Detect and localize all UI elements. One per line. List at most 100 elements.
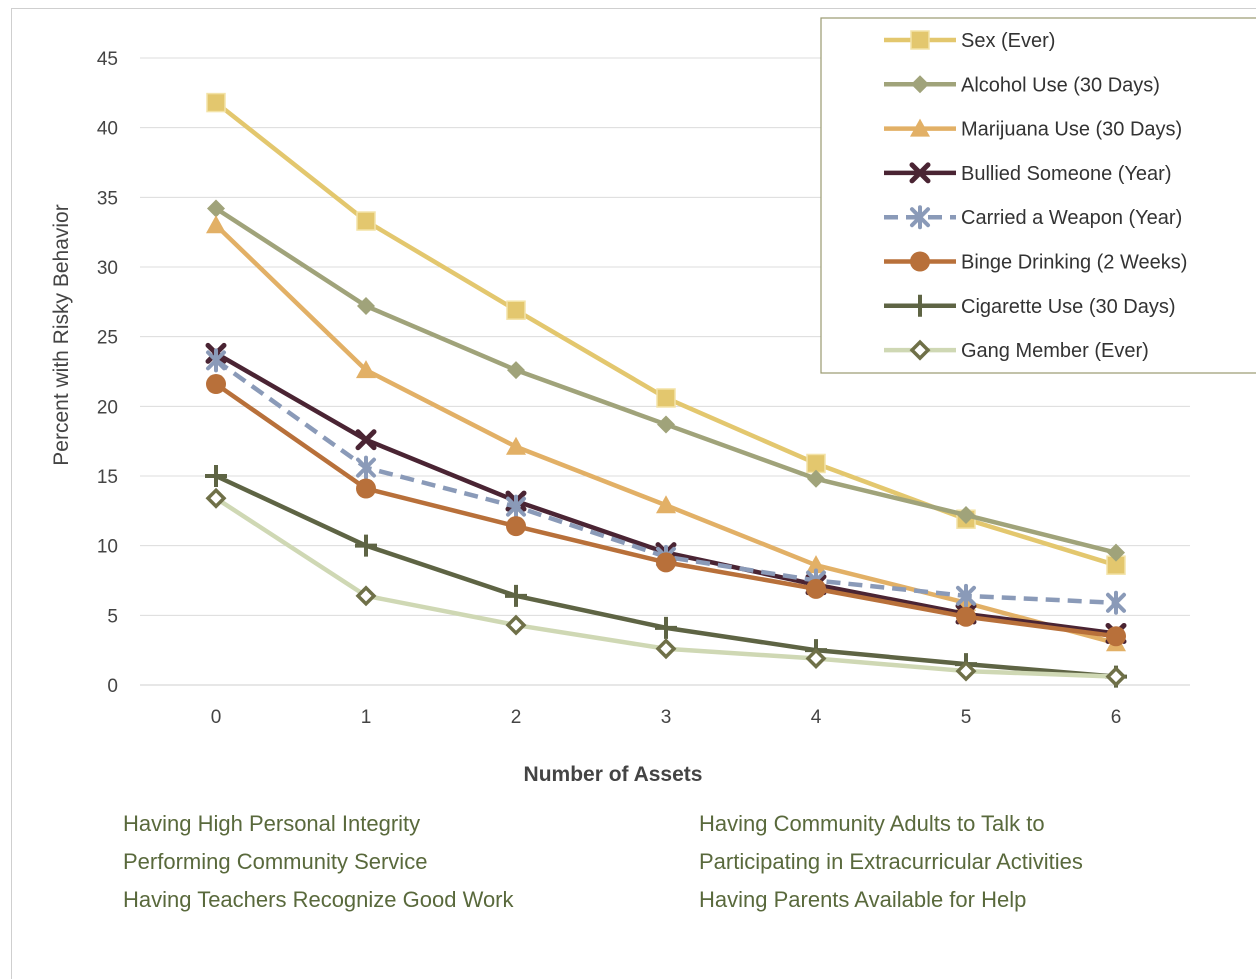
data-point	[656, 495, 676, 514]
legend-item: Cigarette Use (30 Days)	[884, 294, 1176, 318]
data-point	[909, 162, 931, 184]
data-point	[910, 30, 930, 50]
data-point	[806, 453, 826, 474]
y-tick-label: 0	[107, 676, 118, 697]
legend-item: Carried a Weapon (Year)	[884, 205, 1182, 230]
data-point	[206, 374, 226, 395]
y-axis-label: Percent with Risky Behavior	[50, 204, 73, 465]
data-point	[957, 506, 975, 525]
data-point	[206, 348, 226, 373]
series-alcohol-use-30-days	[207, 199, 1125, 562]
x-tick-label: 6	[1111, 707, 1122, 728]
legend: Sex (Ever) Alcohol Use (30 Days) Marijuana…	[820, 17, 1256, 374]
y-tick-label: 15	[97, 467, 118, 488]
data-point	[206, 92, 226, 113]
data-point	[910, 251, 930, 272]
data-point	[655, 638, 677, 660]
x-tick-label: 1	[361, 707, 372, 728]
data-point	[655, 616, 677, 639]
legend-label: Binge Drinking (2 Weeks)	[961, 252, 1187, 274]
x-tick-label: 3	[661, 707, 672, 728]
data-point	[956, 583, 976, 608]
data-point	[1106, 590, 1126, 615]
legend-label: Cigarette Use (30 Days)	[961, 296, 1176, 318]
y-tick-label: 30	[97, 258, 118, 279]
y-tick-label: 40	[97, 119, 118, 140]
y-tick-label: 10	[97, 537, 118, 558]
y-tick-label: 35	[97, 188, 118, 209]
series-gang-member-ever	[205, 487, 1127, 688]
data-point	[356, 360, 376, 379]
data-point	[910, 118, 930, 137]
data-point	[505, 614, 527, 636]
data-point	[956, 606, 976, 627]
assets-list-left: Having High Personal Integrity Performin…	[123, 805, 514, 919]
data-point	[805, 648, 827, 670]
data-point	[909, 294, 931, 317]
asset-item: Having Parents Available for Help	[699, 887, 1027, 912]
data-point	[1107, 543, 1125, 562]
data-point	[506, 494, 526, 519]
data-point	[656, 552, 676, 573]
data-point	[355, 585, 377, 607]
data-point	[355, 534, 377, 557]
data-point	[656, 388, 676, 408]
data-point	[356, 478, 376, 499]
data-point	[205, 487, 227, 509]
y-tick-label: 45	[97, 49, 118, 70]
assets-list-right: Having Community Adults to Talk to Parti…	[699, 805, 1083, 919]
y-tick-label: 20	[97, 397, 118, 418]
series-lines	[205, 92, 1127, 688]
legend-label: Sex (Ever)	[961, 30, 1055, 52]
data-point	[506, 300, 526, 320]
legend-item: Bullied Someone (Year)	[884, 162, 1172, 185]
legend-item: Gang Member (Ever)	[884, 339, 1149, 362]
y-tick-label: 25	[97, 328, 118, 349]
legend-label: Alcohol Use (30 Days)	[961, 74, 1160, 96]
data-point	[911, 75, 929, 94]
data-point	[806, 578, 826, 599]
data-point	[506, 436, 526, 455]
x-axis-label: Number of Assets	[524, 763, 703, 786]
data-point	[506, 516, 526, 537]
x-tick-label: 0	[211, 707, 222, 728]
data-point	[507, 361, 525, 380]
data-point	[1105, 666, 1127, 688]
data-point	[356, 455, 376, 480]
data-point	[806, 555, 826, 574]
data-point	[505, 584, 527, 607]
data-point	[909, 339, 931, 361]
series-binge-drinking-2-weeks	[206, 374, 1126, 647]
legend-label: Marijuana Use (30 Days)	[961, 119, 1182, 141]
y-tick-label: 5	[107, 606, 118, 627]
data-point	[910, 205, 930, 230]
legend-item: Alcohol Use (30 Days)	[884, 74, 1160, 96]
legend-box	[820, 17, 1256, 374]
data-point	[955, 660, 977, 682]
data-point	[1106, 626, 1126, 647]
data-point	[355, 429, 377, 451]
x-tick-label: 5	[961, 707, 972, 728]
data-point	[207, 199, 225, 218]
y-axis-ticks: 0 5 10 15 20 25 30 35 40 45	[97, 49, 118, 697]
asset-item: Having Community Adults to Talk to	[699, 811, 1045, 836]
data-point	[807, 469, 825, 488]
legend-label: Carried a Weapon (Year)	[961, 207, 1182, 229]
asset-item: Performing Community Service	[123, 849, 428, 874]
legend-item: Sex (Ever)	[884, 30, 1055, 52]
data-point	[206, 215, 226, 234]
data-point	[356, 211, 376, 231]
asset-item: Having High Personal Integrity	[123, 811, 421, 836]
data-point	[657, 415, 675, 434]
data-point	[357, 297, 375, 316]
data-point	[205, 465, 227, 487]
chart-frame	[11, 8, 1256, 979]
x-axis-ticks: 0 1 2 3 4 5 6	[211, 707, 1122, 728]
legend-label: Gang Member (Ever)	[961, 340, 1149, 362]
x-tick-label: 2	[511, 707, 522, 728]
x-tick-label: 4	[811, 707, 822, 728]
legend-item: Marijuana Use (30 Days)	[884, 118, 1182, 141]
asset-item: Having Teachers Recognize Good Work	[123, 887, 514, 912]
asset-item: Participating in Extracurricular Activit…	[699, 849, 1083, 874]
